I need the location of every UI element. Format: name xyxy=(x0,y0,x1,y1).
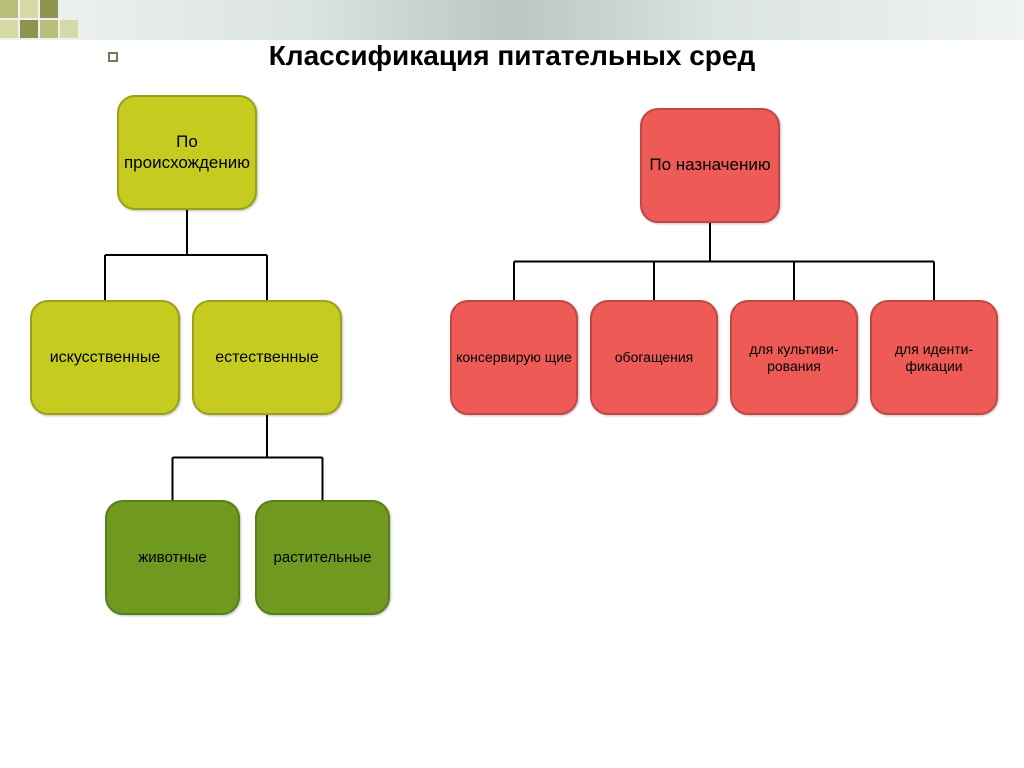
page-title: Классификация питательных сред xyxy=(0,40,1024,72)
node-artificial: искусственные xyxy=(30,300,180,415)
decor-square xyxy=(40,0,58,18)
node-animal: животные xyxy=(105,500,240,615)
node-identification: для иденти- фикации xyxy=(870,300,998,415)
decor-square xyxy=(20,0,38,18)
header-gradient xyxy=(0,0,1024,40)
decor-square xyxy=(60,20,78,38)
node-cultivation: для культиви- рования xyxy=(730,300,858,415)
decor-square xyxy=(0,20,18,38)
node-preserving: консервирую щие xyxy=(450,300,578,415)
node-enrichment: обогащения xyxy=(590,300,718,415)
node-purpose: По назначению xyxy=(640,108,780,223)
decor-square xyxy=(20,20,38,38)
node-origin: По происхождению xyxy=(117,95,257,210)
node-plant: растительные xyxy=(255,500,390,615)
decor-square xyxy=(0,0,18,18)
node-natural: естественные xyxy=(192,300,342,415)
decor-square xyxy=(40,20,58,38)
